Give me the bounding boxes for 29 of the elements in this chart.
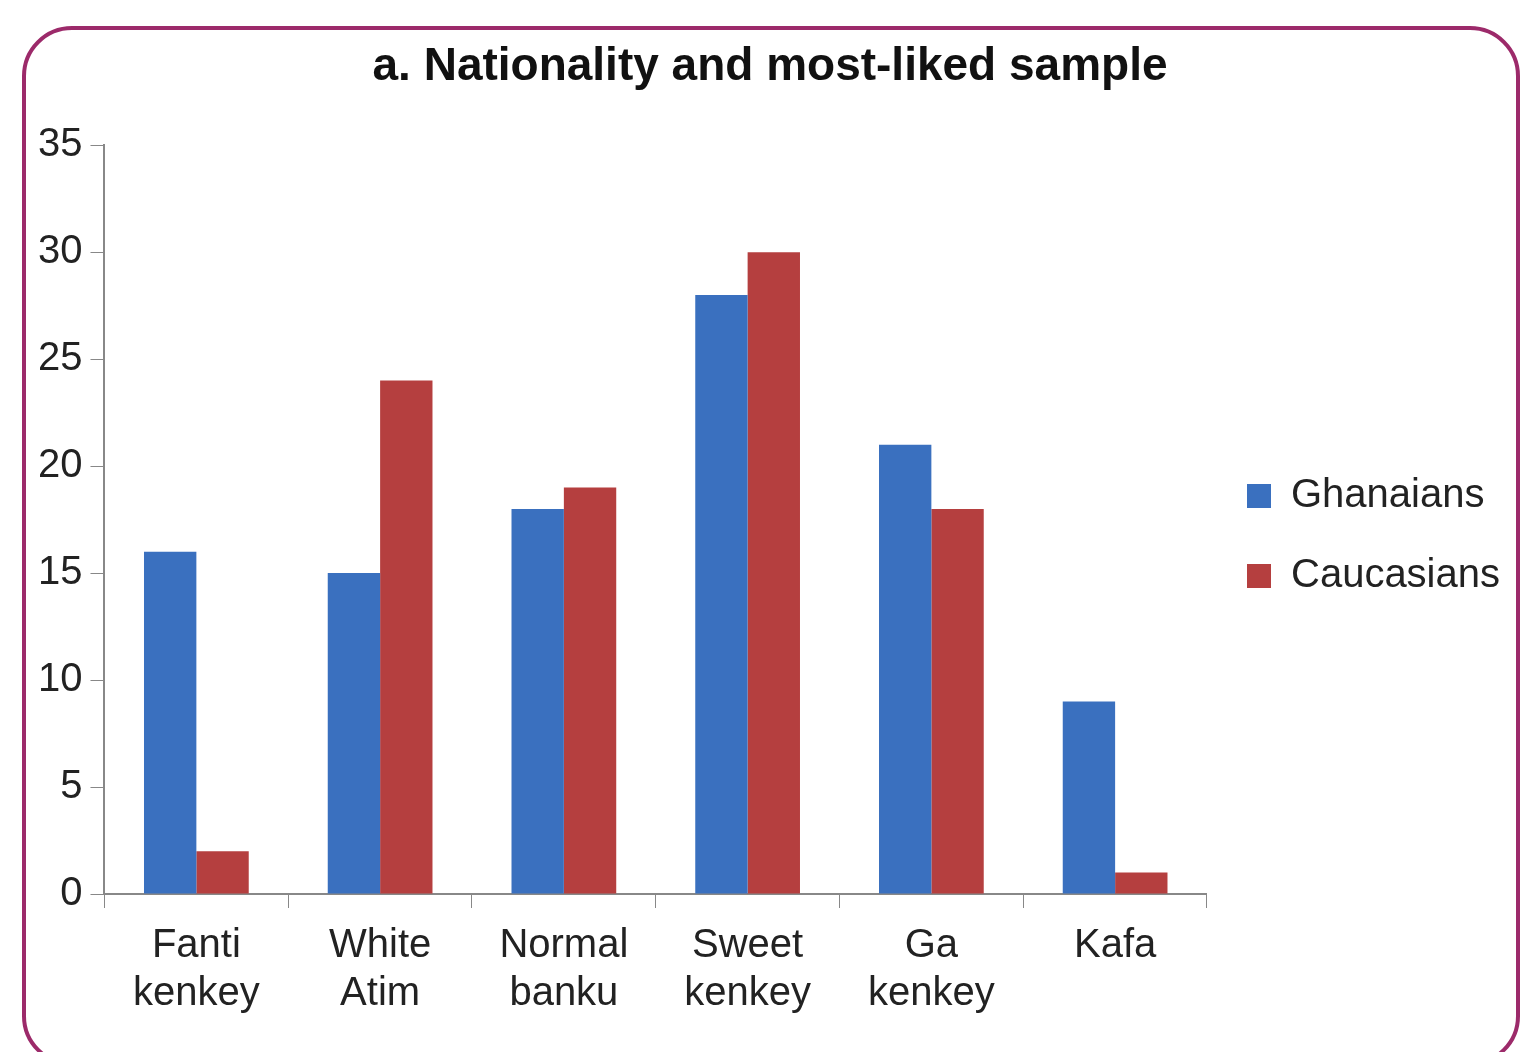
legend-label: Ghanaians xyxy=(1291,471,1485,516)
bar xyxy=(695,294,748,894)
y-tick-label: 35 xyxy=(37,120,83,165)
x-tick-label: Sweet kenkey xyxy=(684,921,811,1014)
x-tick-label: Ga kenkey xyxy=(868,921,995,1014)
bar xyxy=(1115,872,1168,894)
x-tick-label: Normal banku xyxy=(499,921,629,1014)
x-tick-label: White Atim xyxy=(328,921,432,1014)
y-tick-label: 20 xyxy=(37,441,83,486)
chart-title: a. Nationality and most-liked sample xyxy=(372,38,1168,91)
bar xyxy=(747,252,800,894)
y-tick-label: 25 xyxy=(37,334,83,379)
bar xyxy=(511,508,564,894)
bar xyxy=(327,573,381,894)
x-tick-label: Kafa xyxy=(1073,921,1158,966)
bar xyxy=(144,551,197,894)
y-tick-label: 5 xyxy=(60,762,83,807)
y-tick-label: 15 xyxy=(37,548,83,593)
bar xyxy=(196,851,249,894)
x-tick-label: Fanti kenkey xyxy=(132,921,260,1014)
bar xyxy=(931,508,984,894)
y-tick-label: 0 xyxy=(60,869,83,914)
bar xyxy=(1062,701,1116,894)
bar xyxy=(563,487,617,894)
legend-label: Caucasians xyxy=(1291,551,1501,596)
y-tick-label: 30 xyxy=(37,227,83,272)
bar xyxy=(879,444,932,894)
bar xyxy=(380,380,433,894)
y-tick-label: 10 xyxy=(37,655,83,700)
